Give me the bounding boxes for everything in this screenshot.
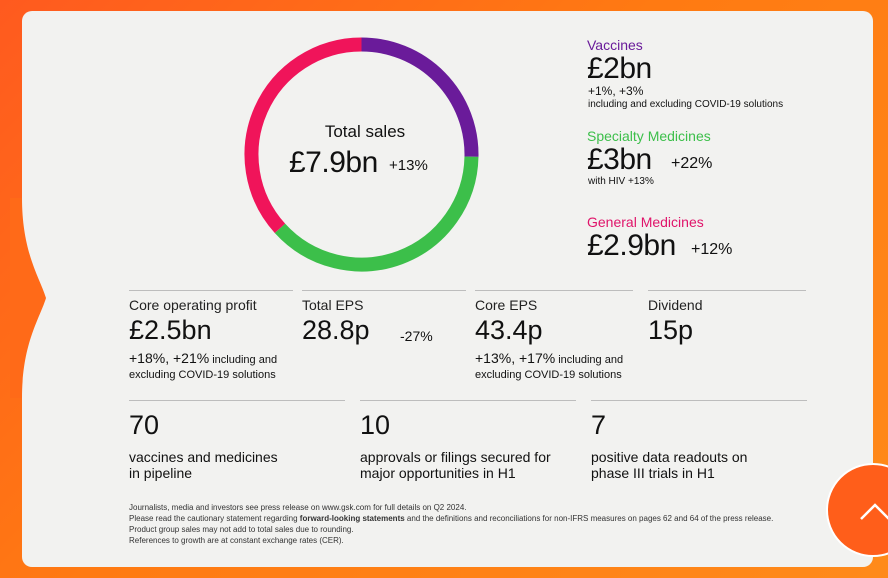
pipeline-desc: vaccines and medicines in pipeline — [129, 449, 349, 481]
specialty-growth: +22% — [671, 155, 713, 172]
general-growth: +12% — [691, 241, 733, 258]
footer-text: and the definitions and reconciliations … — [404, 514, 774, 523]
core-eps-title: Core EPS — [475, 297, 538, 313]
readouts-desc-line2: phase III trials in H1 — [591, 465, 715, 481]
dividend-title: Dividend — [648, 297, 703, 313]
pipeline-count: 70 — [129, 410, 160, 440]
vaccines-value: £2bn — [587, 52, 652, 85]
approvals-desc-line2: major opportunities in H1 — [360, 465, 516, 481]
vaccines-note: including and excluding COVID-19 solutio… — [588, 99, 784, 110]
core-op-growth: +18%, +21% — [129, 350, 210, 366]
readouts-desc: positive data readouts on phase III tria… — [591, 449, 811, 481]
pipeline-desc-line1: vaccines and medicines — [129, 449, 278, 465]
core-op-note2: excluding COVID-19 solutions — [129, 369, 276, 381]
total-eps-growth: -27% — [400, 328, 433, 344]
core-eps-note2: excluding COVID-19 solutions — [475, 369, 622, 381]
approvals-count: 10 — [360, 410, 391, 440]
core-op-title: Core operating profit — [129, 297, 257, 313]
footer-line: Product group sales may not add to total… — [129, 525, 354, 534]
pipeline-divider — [360, 400, 576, 401]
footer-line: Journalists, media and investors see pre… — [129, 503, 467, 512]
vaccines-growth: +1%, +3% — [588, 84, 644, 98]
footer-line: References to growth are at constant exc… — [129, 536, 344, 545]
pipeline-divider — [591, 400, 807, 401]
total-eps-value: 28.8p — [302, 315, 370, 345]
approvals-desc-line1: approvals or filings secured for — [360, 449, 551, 465]
kpi-divider — [129, 290, 293, 291]
footer-line: Please read the cautionary statement reg… — [129, 513, 773, 524]
donut-segment-vaccines — [361, 37, 479, 157]
core-eps-growth: +13%, +17% — [475, 350, 556, 366]
readouts-desc-line1: positive data readouts on — [591, 449, 748, 465]
core-eps-note: +13%, +17% including and excluding COVID… — [475, 351, 623, 383]
kpi-divider — [475, 290, 633, 291]
specialty-value: £3bn — [587, 143, 652, 176]
footer-text: Please read the cautionary statement reg… — [129, 514, 300, 523]
total-eps-title: Total EPS — [302, 297, 364, 313]
specialty-label: Specialty Medicines — [587, 128, 711, 144]
vaccines-label: Vaccines — [587, 37, 643, 53]
footer-notes: Journalists, media and investors see pre… — [129, 502, 773, 546]
donut-segment-general — [244, 37, 362, 234]
total-sales-donut — [244, 37, 479, 272]
pipeline-desc-line2: in pipeline — [129, 465, 193, 481]
general-value: £2.9bn — [587, 229, 676, 262]
core-eps-note1: including and — [558, 354, 624, 366]
readouts-count: 7 — [591, 410, 607, 440]
donut-segment-specialty — [274, 156, 479, 272]
kpi-divider — [648, 290, 806, 291]
dividend-value: 15p — [648, 315, 694, 345]
core-op-note1: including and — [212, 354, 278, 366]
total-sales-label: Total sales — [324, 122, 406, 141]
card-notch — [10, 198, 46, 398]
core-op-value: £2.5bn — [129, 315, 212, 345]
core-op-note: +18%, +21% including and excluding COVID… — [129, 351, 277, 383]
pipeline-divider — [129, 400, 345, 401]
total-sales-growth: +13% — [389, 157, 428, 174]
core-eps-value: 43.4p — [475, 315, 543, 345]
scroll-top-button[interactable] — [826, 463, 888, 557]
total-sales-value: £7.9bn — [289, 146, 378, 179]
approvals-desc: approvals or filings secured for major o… — [360, 449, 580, 481]
specialty-note: with HIV +13% — [588, 176, 654, 187]
kpi-divider — [302, 290, 466, 291]
general-label: General Medicines — [587, 214, 704, 230]
infographic-card — [22, 11, 873, 567]
forward-looking-link[interactable]: forward-looking statements — [299, 514, 405, 523]
chevron-up-icon — [860, 503, 888, 520]
